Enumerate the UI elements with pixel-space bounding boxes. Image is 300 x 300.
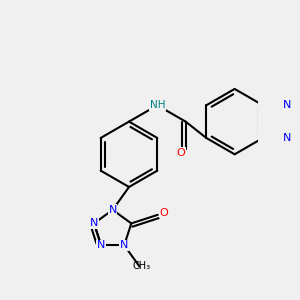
- Text: N: N: [97, 240, 105, 250]
- Text: CH₃: CH₃: [132, 262, 150, 272]
- Text: N: N: [90, 218, 98, 228]
- Text: O: O: [160, 208, 168, 218]
- Text: N: N: [109, 205, 117, 215]
- Text: S: S: [298, 117, 300, 127]
- Text: NH: NH: [150, 100, 165, 110]
- Text: N: N: [283, 133, 292, 143]
- Text: N: N: [120, 240, 128, 250]
- Text: O: O: [176, 148, 185, 158]
- Text: N: N: [283, 100, 292, 110]
